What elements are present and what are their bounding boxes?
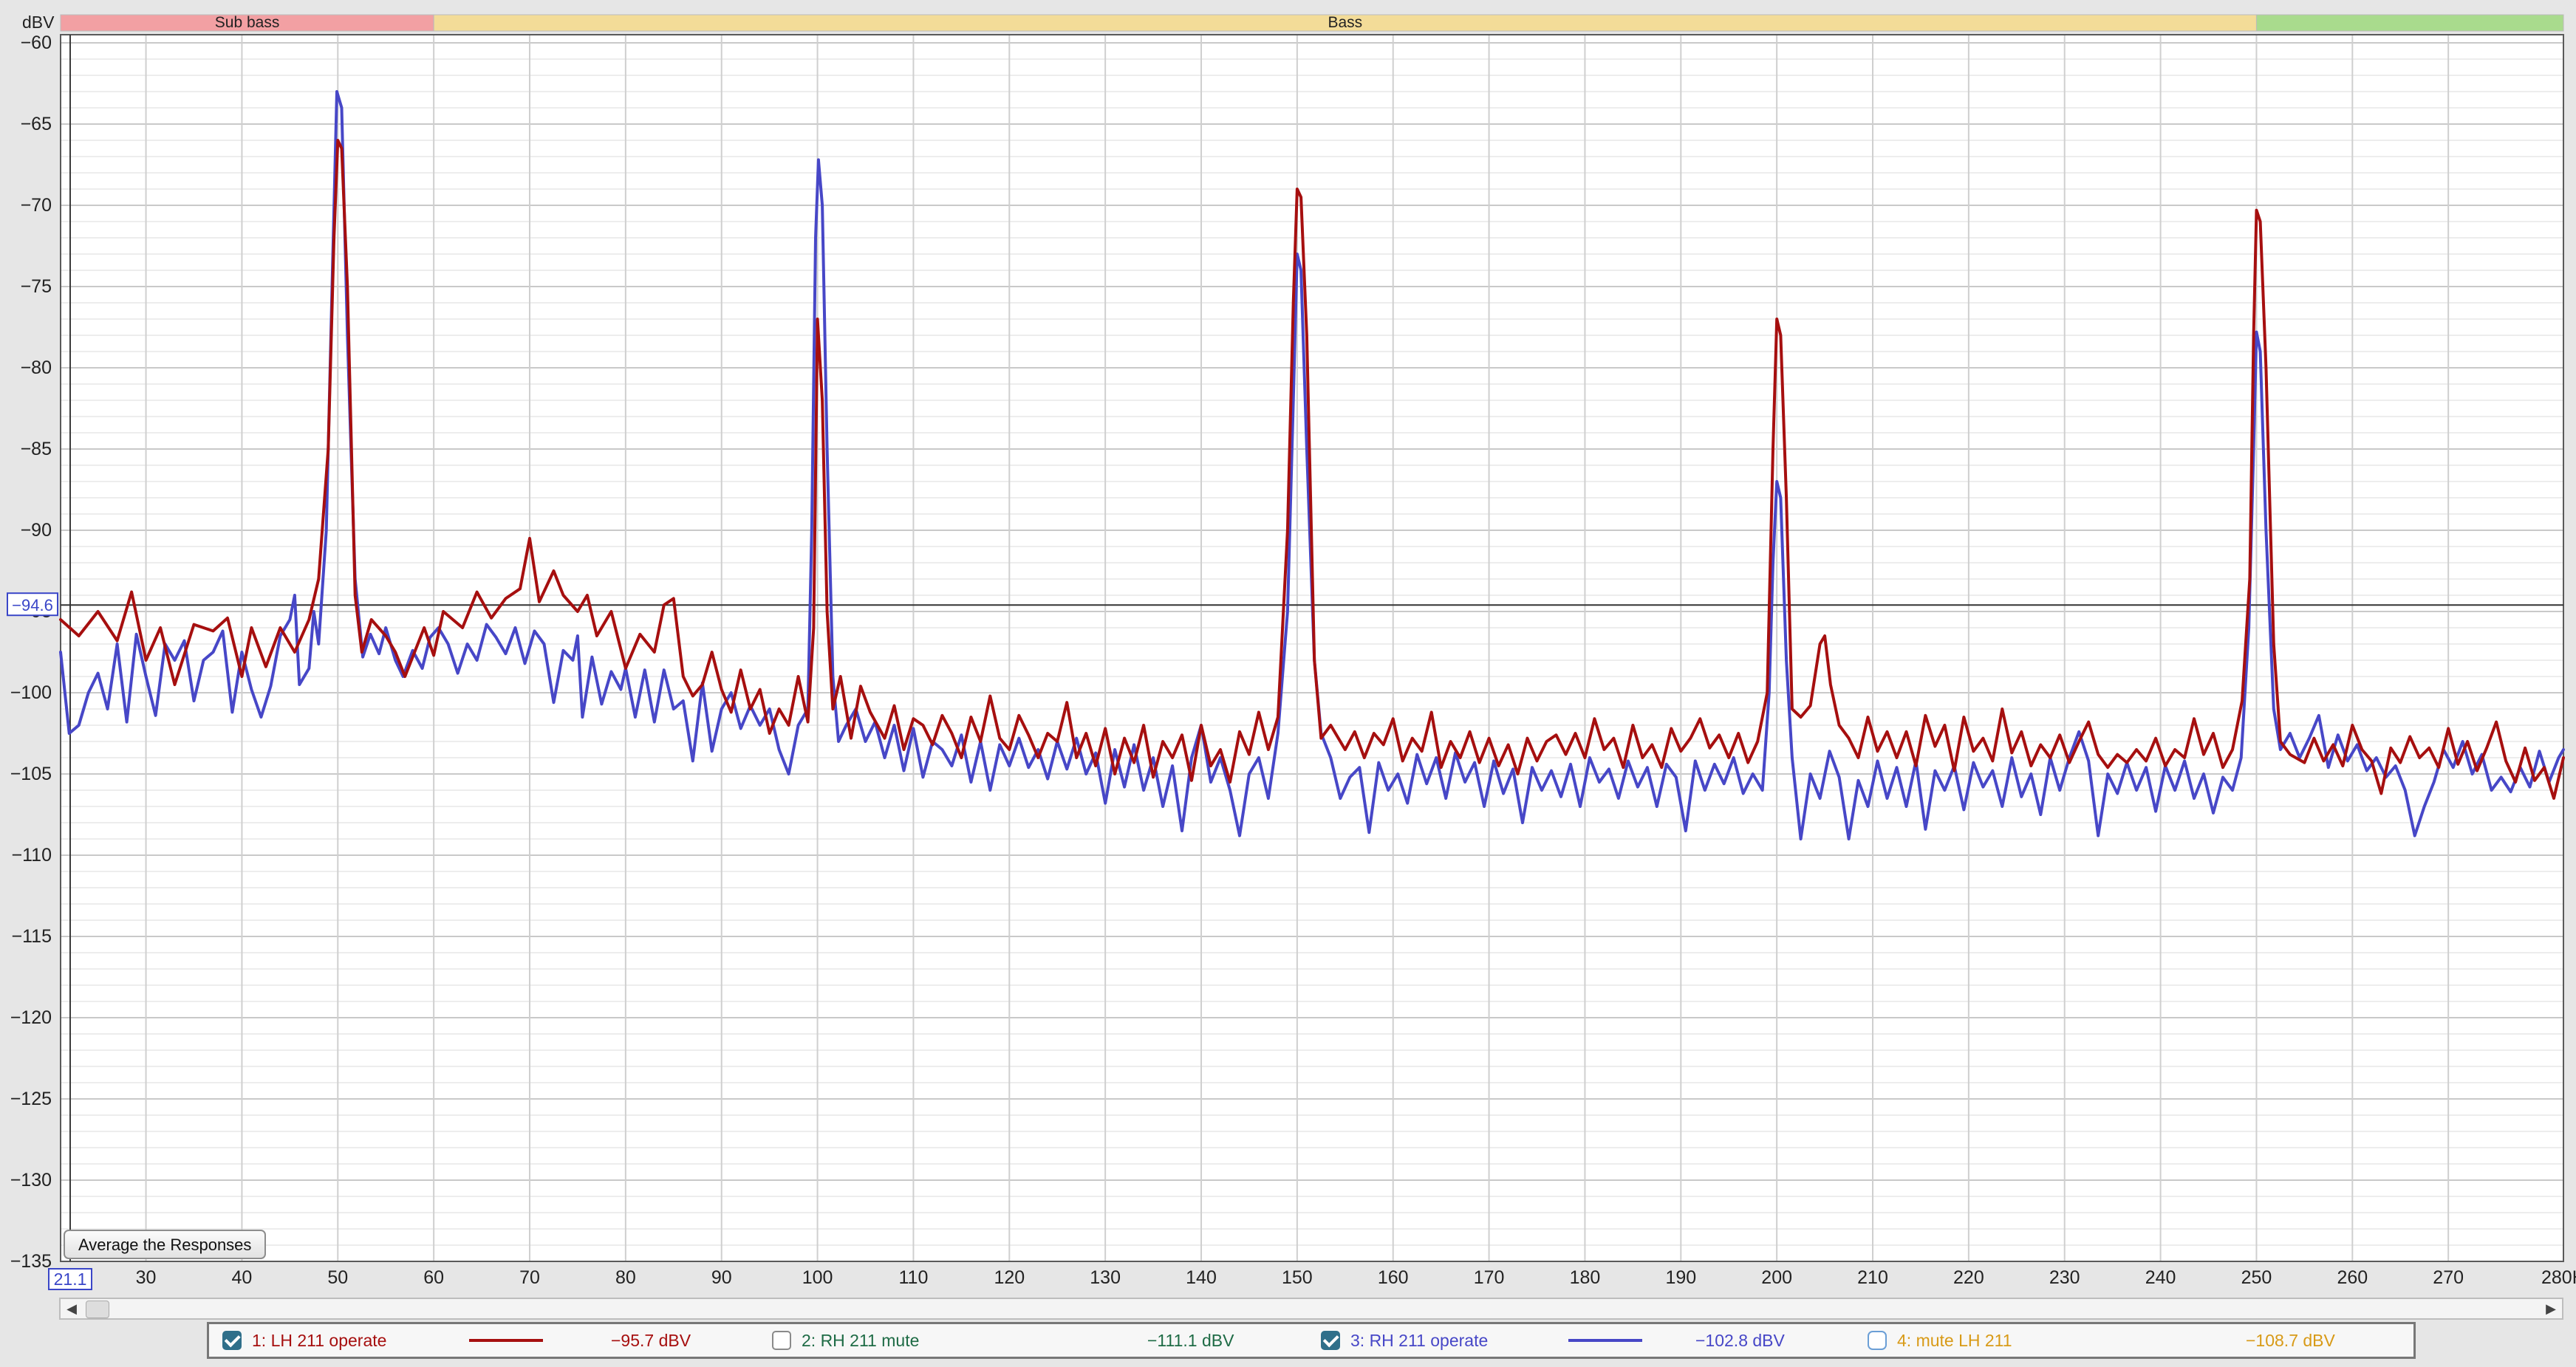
y-tick-label: −105 <box>10 764 52 784</box>
x-tick-label: 70 <box>519 1267 540 1288</box>
legend-label-1: 1: LH 211 operate <box>252 1330 387 1350</box>
y-tick-label: −75 <box>21 276 52 297</box>
y-tick-label: −90 <box>21 520 52 541</box>
y-tick-label: −65 <box>21 114 52 134</box>
y-tick-label: −115 <box>12 926 52 947</box>
x-tick-label: 140 <box>1186 1267 1217 1288</box>
plot-area <box>61 35 2563 1261</box>
legend-bar: 1: LH 211 operate −95.7 dBV 2: RH 211 mu… <box>207 1322 2416 1359</box>
y-tick-label: −135 <box>10 1251 52 1272</box>
legend-item-4: 4: mute LH 211 <box>1868 1324 2012 1357</box>
y-tick-label: −85 <box>21 439 52 459</box>
cursor-value-box <box>7 592 58 617</box>
scroll-left-icon[interactable]: ◀ <box>66 1301 77 1316</box>
y-tick-label: −70 <box>21 195 52 216</box>
average-responses-button[interactable]: Average the Responses <box>64 1230 267 1259</box>
y-tick-label: −80 <box>21 357 52 378</box>
x-tick-label: 160 <box>1378 1267 1409 1288</box>
x-tick-label: 130 <box>1090 1267 1121 1288</box>
y-tick-label: −120 <box>10 1007 52 1028</box>
legend-value-4: −108.7 dBV <box>2246 1331 2335 1350</box>
scroll-right-icon[interactable]: ▶ <box>2546 1301 2556 1316</box>
band-label-0: Sub bass <box>215 14 280 31</box>
x-tick-label: 190 <box>1665 1267 1696 1288</box>
x-tick-label: 230 <box>2049 1267 2080 1288</box>
x-tick-label: 180 <box>1570 1267 1601 1288</box>
legend-checkbox-2[interactable] <box>772 1331 791 1350</box>
x-tick-label: 250 <box>2241 1267 2272 1288</box>
legend-label-3: 3: RH 211 operate <box>1350 1330 1489 1350</box>
legend-label-4: 4: mute LH 211 <box>1897 1330 2012 1350</box>
legend-value-3: −102.8 dBV <box>1695 1331 1785 1350</box>
cursor-value-label: −94.6 <box>12 596 53 614</box>
x-tick-label: 170 <box>1474 1267 1505 1288</box>
legend-swatch-3 <box>1568 1339 1642 1342</box>
x-tick-label: 90 <box>711 1267 732 1288</box>
x-tick-label: 150 <box>1282 1267 1313 1288</box>
x-tick-label: 30 <box>136 1267 157 1288</box>
legend-item-1: 1: LH 211 operate <box>222 1324 386 1357</box>
y-tick-label: −130 <box>10 1170 52 1190</box>
x-tick-label: 110 <box>899 1267 929 1288</box>
x-tick-label: 220 <box>1953 1267 1984 1288</box>
x-tick-label: 40 <box>232 1267 253 1288</box>
x-tick-label: 50 <box>327 1267 348 1288</box>
legend-item-2: 2: RH 211 mute <box>772 1324 919 1357</box>
legend-swatch-1 <box>469 1339 543 1342</box>
x-tick-label: 80 <box>615 1267 636 1288</box>
x-tick-label: 100 <box>802 1267 833 1288</box>
band-2 <box>2255 14 2564 32</box>
y-tick-label: −110 <box>12 845 52 866</box>
horizontal-scrollbar[interactable]: ◀ ▶ <box>59 1298 2563 1320</box>
scroll-thumb[interactable] <box>86 1301 109 1318</box>
legend-checkbox-4[interactable] <box>1868 1331 1887 1350</box>
x-tick-label: 260 <box>2337 1267 2368 1288</box>
y-tick-label: −60 <box>21 32 52 53</box>
x-tick-label: 200 <box>1761 1267 1792 1288</box>
spectrum-chart[interactable]: Sub bassBass−60−65−70−75−80−85−90−95−100… <box>0 0 2576 1296</box>
legend-item-3: 3: RH 211 operate <box>1321 1324 1488 1357</box>
x-tick-label: 270 <box>2433 1267 2464 1288</box>
x-end-label: 280Hz <box>2541 1267 2576 1288</box>
x-tick-label: 120 <box>994 1267 1025 1288</box>
x-tick-label: 240 <box>2145 1267 2176 1288</box>
legend-value-1: −95.7 dBV <box>611 1331 691 1350</box>
y-axis-unit: dBV <box>22 13 55 32</box>
x-start-label: 21.1 <box>54 1270 87 1289</box>
series-line-1 <box>59 90 2565 840</box>
y-tick-label: −125 <box>10 1089 52 1109</box>
series-line-0 <box>59 139 2565 800</box>
legend-checkbox-1[interactable] <box>222 1331 242 1350</box>
legend-checkbox-3[interactable] <box>1321 1331 1340 1350</box>
legend-label-2: 2: RH 211 mute <box>802 1330 920 1350</box>
y-tick-label: −100 <box>10 682 52 703</box>
x-tick-label: 60 <box>423 1267 444 1288</box>
legend-value-2: −111.1 dBV <box>1147 1331 1234 1350</box>
plot-frame <box>60 34 2564 1262</box>
x-tick-label: 210 <box>1857 1267 1888 1288</box>
x-start-box <box>48 1268 92 1290</box>
band-label-1: Bass <box>1328 14 1362 31</box>
